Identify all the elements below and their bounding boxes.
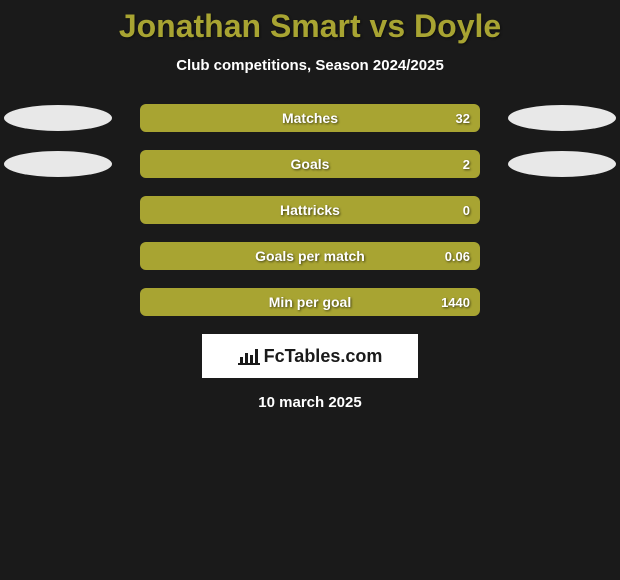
- stat-row: Min per goal 1440: [0, 288, 620, 316]
- chart-icon: [238, 347, 260, 365]
- stat-label: Hattricks: [280, 202, 340, 218]
- stat-row: Matches 32: [0, 104, 620, 132]
- stat-bar: Goals 2: [140, 150, 480, 178]
- right-ellipse: [508, 151, 616, 177]
- right-ellipse: [508, 105, 616, 131]
- stats-rows: Matches 32 Goals 2 Hattricks 0 Goals per match…: [0, 104, 620, 316]
- stat-value: 1440: [441, 295, 470, 310]
- stat-bar: Hattricks 0: [140, 196, 480, 224]
- stat-bar: Goals per match 0.06: [140, 242, 480, 270]
- stat-value: 32: [456, 111, 470, 126]
- stat-label: Goals: [291, 156, 330, 172]
- logo-text: FcTables.com: [264, 346, 383, 367]
- stat-row: Goals per match 0.06: [0, 242, 620, 270]
- stat-bar: Matches 32: [140, 104, 480, 132]
- page-title: Jonathan Smart vs Doyle: [0, 0, 620, 45]
- date-text: 10 march 2025: [0, 394, 620, 411]
- stat-label: Matches: [282, 110, 338, 126]
- stat-label: Min per goal: [269, 294, 351, 310]
- stat-value: 2: [463, 157, 470, 172]
- logo-box: FcTables.com: [202, 334, 418, 378]
- left-ellipse: [4, 151, 112, 177]
- stat-bar: Min per goal 1440: [140, 288, 480, 316]
- left-ellipse: [4, 105, 112, 131]
- stat-row: Hattricks 0: [0, 196, 620, 224]
- stat-value: 0.06: [445, 249, 470, 264]
- stat-value: 0: [463, 203, 470, 218]
- subtitle: Club competitions, Season 2024/2025: [0, 57, 620, 74]
- stat-label: Goals per match: [255, 248, 365, 264]
- stat-row: Goals 2: [0, 150, 620, 178]
